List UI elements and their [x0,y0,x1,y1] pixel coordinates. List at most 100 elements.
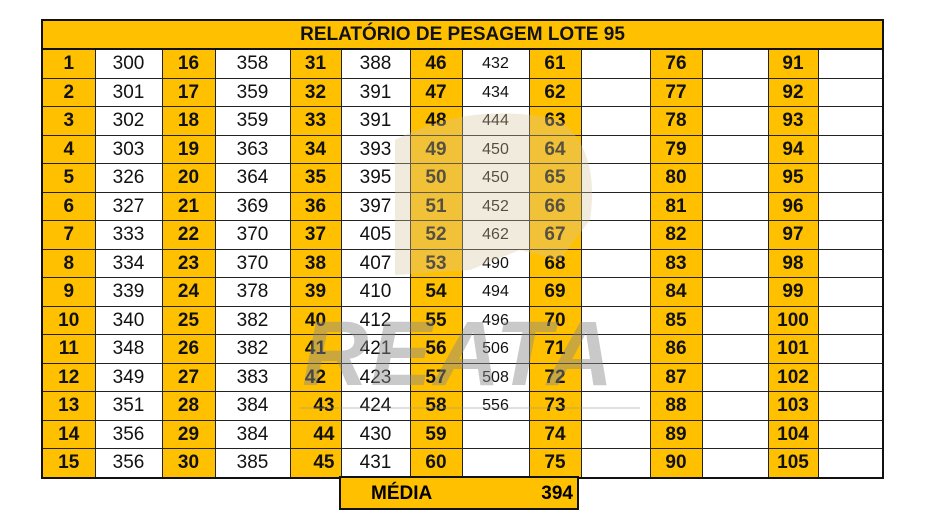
weight-value [701,391,769,421]
weight-value [580,220,651,250]
animal-number: 9 [41,277,96,307]
weight-value [580,419,651,449]
animal-number: 71 [528,334,582,364]
animal-number: 73 [528,391,582,421]
animal-number: 96 [767,191,819,221]
weight-value [701,248,769,278]
animal-number: 97 [767,220,819,250]
animal-number: 58 [409,391,463,421]
animal-number: 48 [409,106,463,136]
animal-number: 94 [767,134,819,164]
weight-value [817,163,884,193]
weight-value: 452 [461,191,530,221]
average-label: MÉDIA [371,483,433,504]
animal-number: 34 [289,134,342,164]
weight-value: 378 [214,277,291,307]
weight-value: 363 [214,134,291,164]
animal-number: 31 [289,48,342,79]
weight-value [580,334,651,364]
weight-value: 462 [461,220,530,250]
table-row: 12 349 27 383 42 423 57 508 72 87 102 [41,362,884,392]
weight-value: 423 [340,362,411,392]
animal-number: 75 [528,448,582,478]
weight-value [701,362,769,392]
animal-number: 2 [41,77,96,107]
animal-number: 28 [161,391,216,421]
weight-value: 384 [214,419,291,449]
animal-number: 74 [528,419,582,449]
animal-number: 89 [649,419,703,449]
weight-value [817,362,884,392]
animal-number: 70 [528,305,582,335]
animal-number: 82 [649,220,703,250]
animal-number: 45 [289,448,342,478]
animal-number: 95 [767,163,819,193]
animal-number: 47 [409,77,463,107]
weight-value [817,191,884,221]
table-row: 7 333 22 370 37 405 52 462 67 82 97 [41,220,884,250]
weight-value: 326 [94,163,163,193]
animal-number: 16 [161,48,216,79]
weight-value: 397 [340,191,411,221]
animal-number: 65 [528,163,582,193]
weight-value: 340 [94,305,163,335]
animal-number: 29 [161,419,216,449]
animal-number: 17 [161,77,216,107]
weight-value [817,334,884,364]
weight-value: 382 [214,305,291,335]
weight-value: 490 [461,248,530,278]
animal-number: 102 [767,362,819,392]
animal-number: 69 [528,277,582,307]
animal-number: 56 [409,334,463,364]
table-row: 11 348 26 382 41 421 56 506 71 86 101 [41,334,884,364]
table-row: 2 301 17 359 32 391 47 434 62 77 92 [41,77,884,107]
animal-number: 18 [161,106,216,136]
weight-value: 382 [214,334,291,364]
report-title: RELATÓRIO DE PESAGEM LOTE 95 [41,19,884,50]
average-summary: MÉDIA 394 [339,476,579,510]
animal-number: 67 [528,220,582,250]
weight-value: 434 [461,77,530,107]
animal-number: 57 [409,362,463,392]
average-value: 394 [541,483,573,504]
weight-value: 430 [340,419,411,449]
table-row: 4 303 19 363 34 393 49 450 64 79 94 [41,134,884,164]
animal-number: 64 [528,134,582,164]
animal-number: 104 [767,419,819,449]
animal-number: 23 [161,248,216,278]
animal-number: 92 [767,77,819,107]
animal-number: 77 [649,77,703,107]
weight-value: 395 [340,163,411,193]
animal-number: 53 [409,248,463,278]
weight-value [701,48,769,79]
weight-value: 385 [214,448,291,478]
animal-number: 99 [767,277,819,307]
weight-value: 412 [340,305,411,335]
animal-number: 12 [41,362,96,392]
weight-value: 508 [461,362,530,392]
animal-number: 61 [528,48,582,79]
weight-value [580,362,651,392]
weight-value [701,448,769,478]
table-row: 15 356 30 385 45 431 60 75 90 105 [41,448,884,478]
animal-number: 80 [649,163,703,193]
weight-value: 391 [340,77,411,107]
weight-value [817,77,884,107]
weight-value: 432 [461,48,530,79]
weight-value: 349 [94,362,163,392]
weight-value [580,248,651,278]
animal-number: 88 [649,391,703,421]
weight-value [817,48,884,79]
table-row: 14 356 29 384 44 430 59 74 89 104 [41,419,884,449]
animal-number: 5 [41,163,96,193]
animal-number: 30 [161,448,216,478]
weight-value: 359 [214,77,291,107]
weight-value [701,163,769,193]
animal-number: 40 [289,305,342,335]
weight-value: 421 [340,334,411,364]
animal-number: 11 [41,334,96,364]
weight-value: 407 [340,248,411,278]
weight-value [817,305,884,335]
weight-value: 450 [461,163,530,193]
weight-value: 370 [214,248,291,278]
